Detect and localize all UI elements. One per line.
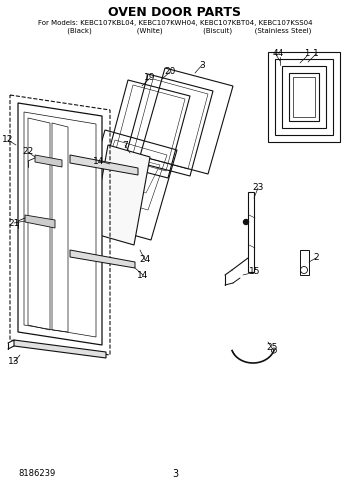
Text: OVEN DOOR PARTS: OVEN DOOR PARTS [108, 6, 241, 19]
Text: 15: 15 [249, 268, 261, 276]
Text: 7: 7 [122, 141, 128, 150]
Text: 4: 4 [272, 48, 278, 57]
Text: 21: 21 [8, 218, 20, 227]
Text: 24: 24 [139, 256, 150, 265]
Polygon shape [35, 155, 62, 167]
Bar [268, 52, 340, 142]
Polygon shape [70, 250, 135, 268]
Text: (Black)                    (White)                  (Biscuit)          (Stainles: (Black) (White) (Biscuit) (Stainles [38, 28, 312, 34]
Text: 25: 25 [266, 343, 278, 353]
Bar [293, 77, 315, 117]
Text: 22: 22 [22, 147, 34, 156]
Text: 12: 12 [2, 136, 14, 144]
Text: 4: 4 [277, 49, 283, 58]
Text: For Models: KEBC107KBL04, KEBC107KWH04, KEBC107KBT04, KEBC107KSS04: For Models: KEBC107KBL04, KEBC107KWH04, … [38, 20, 312, 26]
Text: 14: 14 [137, 270, 149, 280]
Text: 13: 13 [8, 357, 20, 367]
Text: 3: 3 [172, 469, 178, 479]
Bar [300, 250, 309, 275]
Polygon shape [25, 215, 55, 228]
Polygon shape [92, 145, 150, 245]
Bar [248, 192, 254, 272]
Bar [289, 73, 319, 121]
Bar [275, 59, 333, 135]
Polygon shape [18, 103, 102, 345]
Text: 19: 19 [144, 73, 156, 83]
Text: 1: 1 [313, 49, 319, 58]
Bar [282, 66, 326, 128]
Text: 20: 20 [164, 68, 176, 76]
Text: 3: 3 [199, 60, 205, 70]
Text: 23: 23 [252, 184, 264, 193]
Text: 1: 1 [304, 48, 310, 57]
Text: 2: 2 [313, 254, 319, 262]
Polygon shape [70, 155, 138, 175]
Text: 8186239: 8186239 [18, 469, 55, 479]
Polygon shape [14, 340, 106, 358]
Text: 14: 14 [93, 156, 105, 166]
Circle shape [244, 219, 248, 225]
